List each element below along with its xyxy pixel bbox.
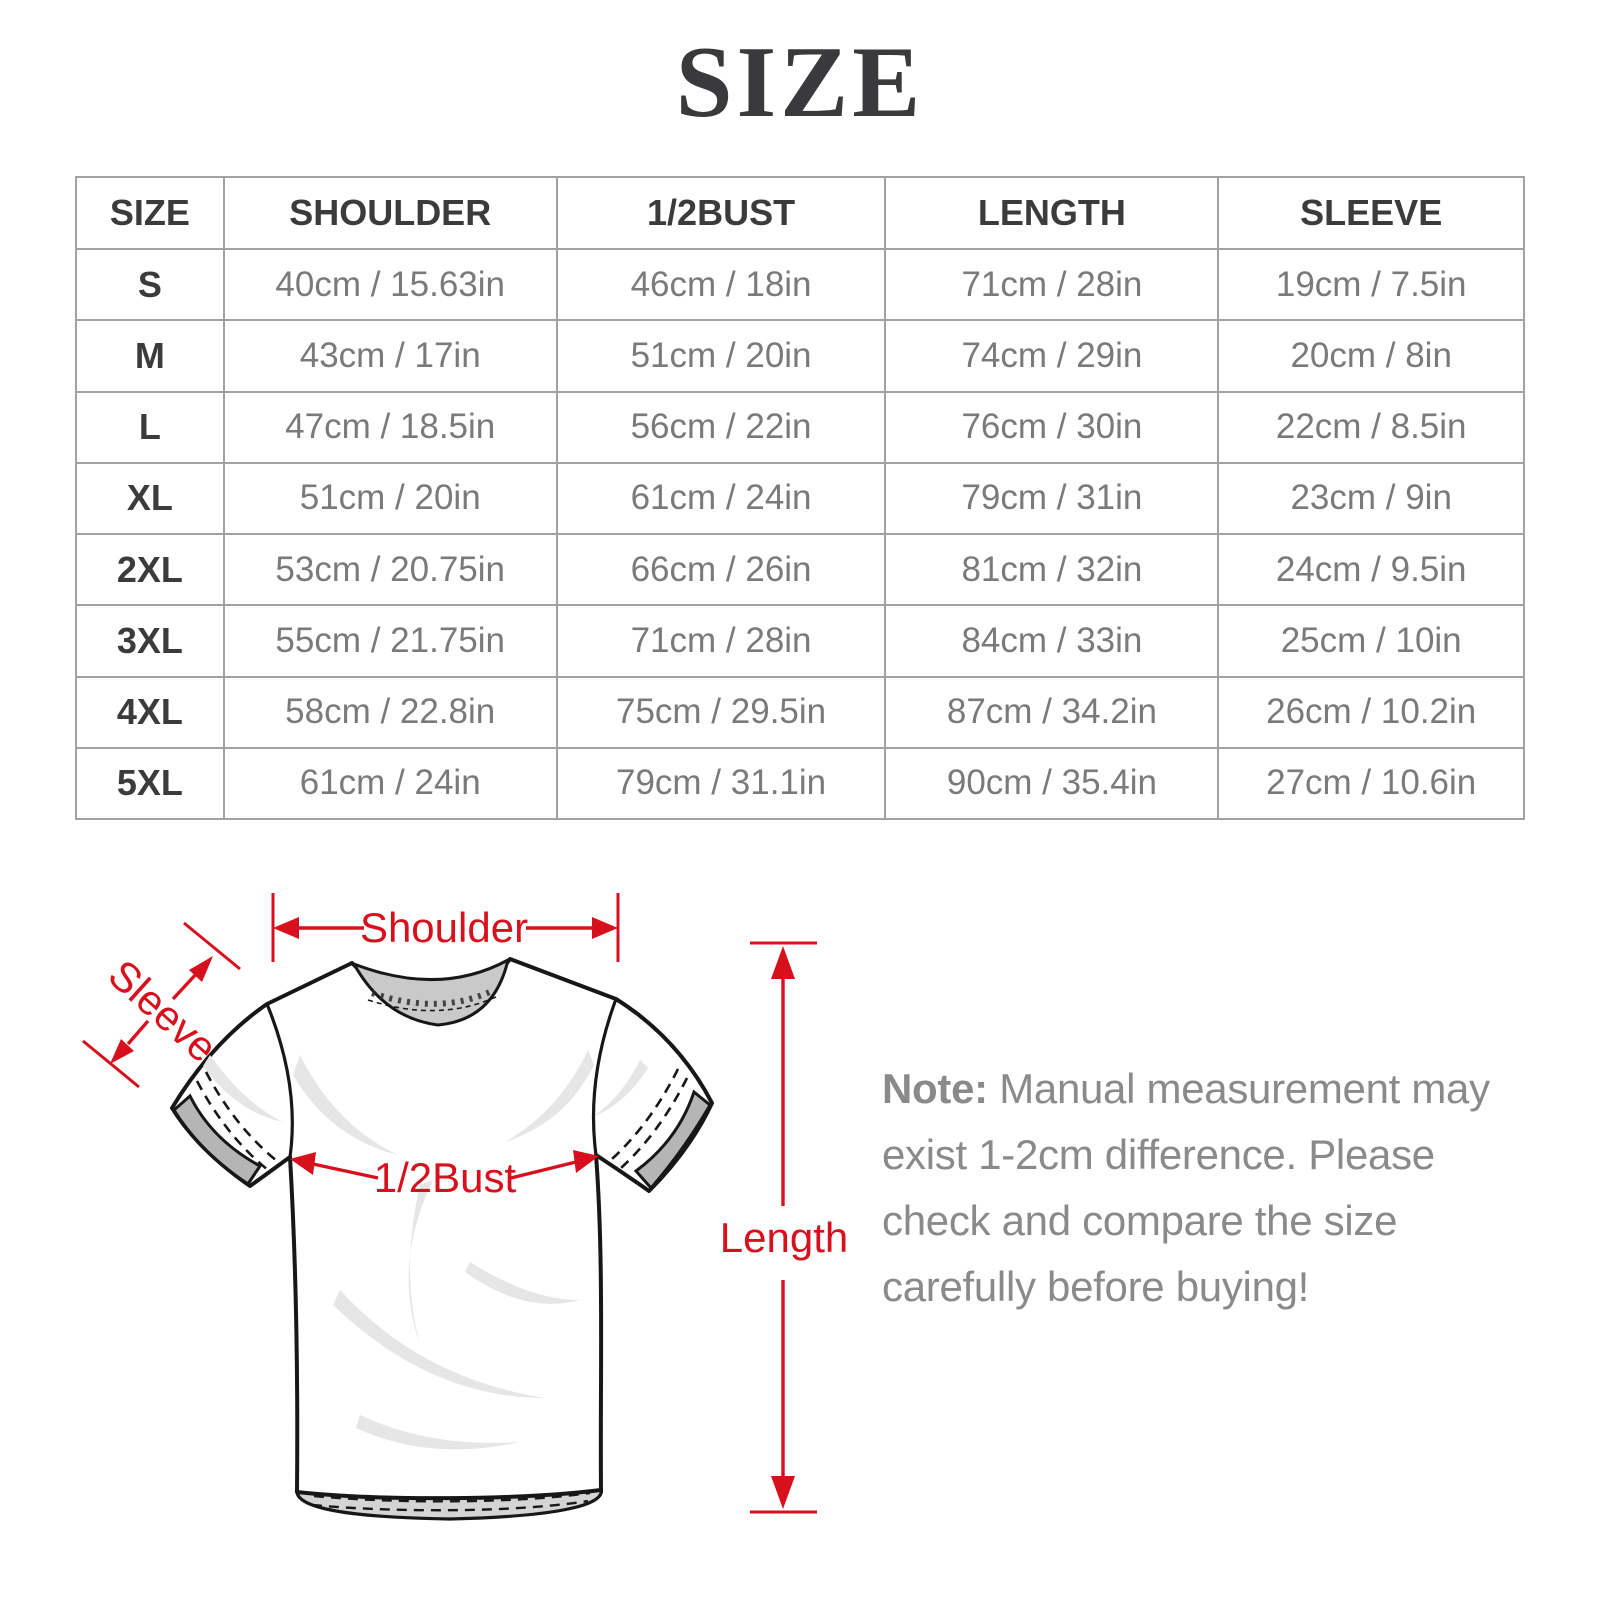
cell-length: 71cm / 28in: [886, 250, 1220, 322]
column-header-shoulder: SHOULDER: [224, 178, 558, 250]
sleeve-annotation: Sleeve: [82, 921, 241, 1089]
cell-bust: 61cm / 24in: [557, 463, 887, 535]
length-label: Length: [720, 1214, 848, 1261]
tshirt-outline: [170, 957, 714, 1501]
cell-bust: 51cm / 20in: [557, 321, 887, 393]
note-body: Manual measurement may exist 1-2cm diffe…: [882, 1065, 1490, 1310]
note-label: Note:: [882, 1065, 988, 1112]
cell-sleeve: 27cm / 10.6in: [1219, 748, 1525, 820]
cell-bust: 46cm / 18in: [557, 250, 887, 322]
collar-inner: [350, 957, 511, 1027]
cell-bust: 79cm / 31.1in: [557, 748, 887, 820]
cell-shoulder: 51cm / 20in: [224, 463, 558, 535]
row-label: 5XL: [77, 748, 225, 820]
size-table: SIZE SHOULDER 1/2BUST LENGTH SLEEVE S 40…: [75, 176, 1525, 820]
cell-bust: 66cm / 26in: [557, 535, 887, 607]
cell-sleeve: 24cm / 9.5in: [1219, 535, 1525, 607]
cell-shoulder: 47cm / 18.5in: [224, 392, 558, 464]
shoulder-label: Shoulder: [360, 904, 528, 951]
row-label: XL: [77, 463, 225, 535]
cell-shoulder: 61cm / 24in: [224, 748, 558, 820]
cell-length: 76cm / 30in: [886, 392, 1220, 464]
bust-annotation: 1/2Bust: [290, 1150, 599, 1201]
shoulder-annotation: Shoulder: [271, 893, 620, 962]
cell-sleeve: 20cm / 8in: [1219, 321, 1525, 393]
bust-label: 1/2Bust: [374, 1154, 517, 1201]
row-label: 3XL: [77, 606, 225, 678]
note-text: Note: Manual measurement may exist 1-2cm…: [882, 1056, 1506, 1320]
row-label: 2XL: [77, 535, 225, 607]
armhole-seam-right: [591, 998, 618, 1156]
cell-sleeve: 23cm / 9in: [1219, 463, 1525, 535]
cell-shoulder: 55cm / 21.75in: [224, 606, 558, 678]
cell-shoulder: 43cm / 17in: [224, 321, 558, 393]
row-label: M: [77, 321, 225, 393]
cell-length: 87cm / 34.2in: [886, 677, 1220, 749]
column-header-bust: 1/2BUST: [557, 178, 887, 250]
cell-shoulder: 58cm / 22.8in: [224, 677, 558, 749]
page-title: SIZE: [675, 26, 925, 139]
row-label: L: [77, 392, 225, 464]
column-header-size: SIZE: [77, 178, 225, 250]
row-label: S: [77, 250, 225, 322]
cell-length: 74cm / 29in: [886, 321, 1220, 393]
cuff-right: [633, 1089, 712, 1191]
column-header-sleeve: SLEEVE: [1219, 178, 1525, 250]
length-annotation: Length: [720, 941, 848, 1514]
cell-bust: 75cm / 29.5in: [557, 677, 887, 749]
cell-shoulder: 40cm / 15.63in: [224, 250, 558, 322]
cell-sleeve: 19cm / 7.5in: [1219, 250, 1525, 322]
cell-length: 84cm / 33in: [886, 606, 1220, 678]
tshirt-measurement-diagram: Shoulder Sleeve 1/2Bust: [40, 860, 850, 1600]
cell-bust: 71cm / 28in: [557, 606, 887, 678]
column-header-length: LENGTH: [886, 178, 1220, 250]
cell-sleeve: 26cm / 10.2in: [1219, 677, 1525, 749]
cell-length: 79cm / 31in: [886, 463, 1220, 535]
cell-length: 90cm / 35.4in: [886, 748, 1220, 820]
cell-sleeve: 22cm / 8.5in: [1219, 392, 1525, 464]
cell-length: 81cm / 32in: [886, 535, 1220, 607]
row-label: 4XL: [77, 677, 225, 749]
cell-sleeve: 25cm / 10in: [1219, 606, 1525, 678]
cuff-left: [172, 1093, 263, 1187]
cell-bust: 56cm / 22in: [557, 392, 887, 464]
cell-shoulder: 53cm / 20.75in: [224, 535, 558, 607]
armhole-seam-left: [265, 1003, 294, 1158]
